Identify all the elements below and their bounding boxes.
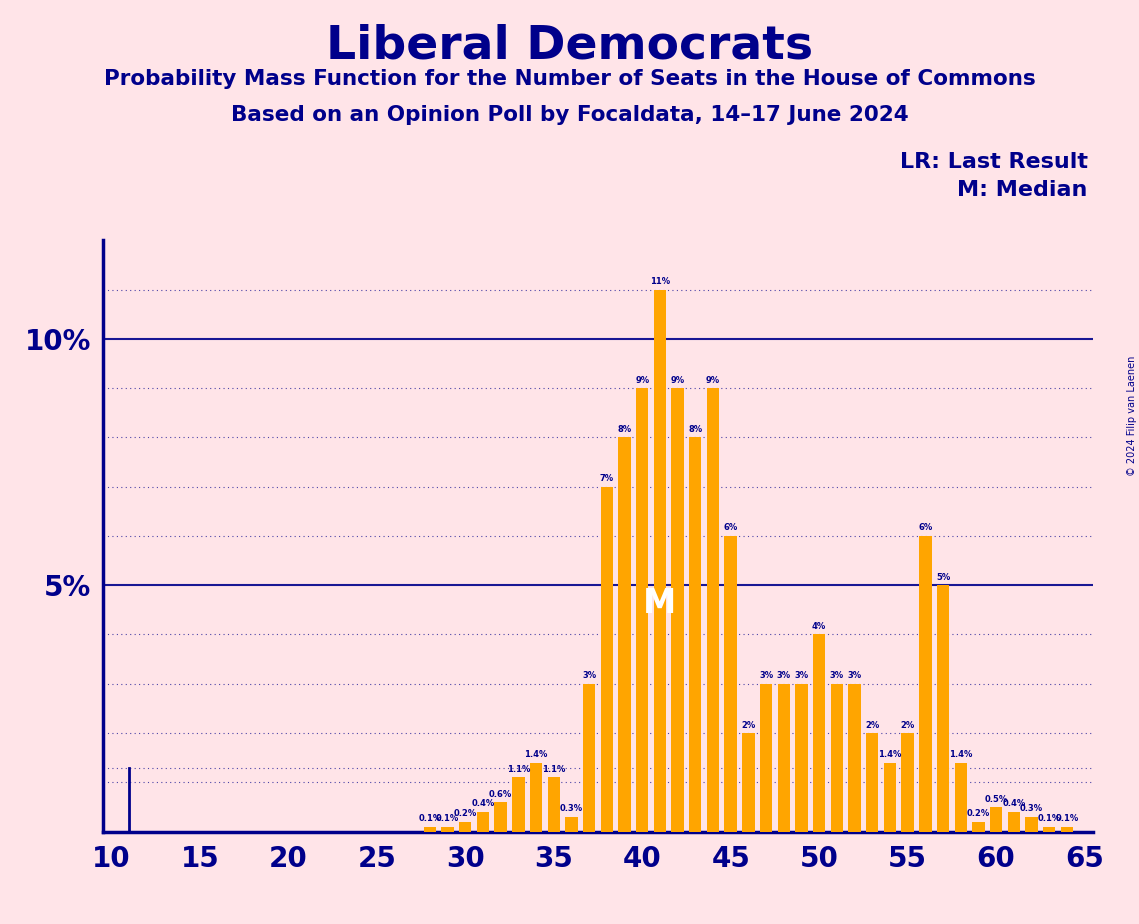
Bar	[477, 812, 489, 832]
Bar	[830, 684, 843, 832]
Text: 3%: 3%	[582, 672, 596, 680]
Text: 3%: 3%	[759, 672, 773, 680]
Text: 0.1%: 0.1%	[1055, 814, 1079, 823]
Text: 3%: 3%	[830, 672, 844, 680]
Bar	[724, 536, 737, 832]
Text: 2%: 2%	[866, 721, 879, 730]
Bar	[901, 733, 913, 832]
Text: 0.5%: 0.5%	[984, 795, 1008, 804]
Text: © 2024 Filip van Laenen: © 2024 Filip van Laenen	[1126, 356, 1137, 476]
Text: 4%: 4%	[812, 622, 826, 631]
Text: 1.1%: 1.1%	[507, 765, 530, 774]
Bar	[636, 388, 648, 832]
Text: 11%: 11%	[650, 277, 670, 286]
Bar	[919, 536, 932, 832]
Bar	[530, 762, 542, 832]
Text: 3%: 3%	[794, 672, 809, 680]
Text: 1.4%: 1.4%	[949, 750, 973, 760]
Text: 7%: 7%	[600, 474, 614, 483]
Bar	[583, 684, 596, 832]
Bar	[937, 585, 949, 832]
Bar	[654, 289, 666, 832]
Bar	[954, 762, 967, 832]
Text: 6%: 6%	[918, 524, 933, 532]
Text: 8%: 8%	[688, 425, 703, 434]
Bar	[442, 827, 453, 832]
Text: 5%: 5%	[936, 573, 950, 582]
Bar	[1043, 827, 1056, 832]
Bar	[1025, 817, 1038, 832]
Bar	[813, 635, 826, 832]
Bar	[795, 684, 808, 832]
Bar	[707, 388, 719, 832]
Text: 1.1%: 1.1%	[542, 765, 565, 774]
Text: M: Median: M: Median	[958, 180, 1088, 201]
Bar	[778, 684, 790, 832]
Text: 0.1%: 0.1%	[436, 814, 459, 823]
Text: 0.2%: 0.2%	[453, 809, 477, 819]
Text: 2%: 2%	[741, 721, 755, 730]
Bar	[1008, 812, 1021, 832]
Bar	[866, 733, 878, 832]
Bar	[760, 684, 772, 832]
Text: 0.1%: 0.1%	[1038, 814, 1060, 823]
Text: 8%: 8%	[617, 425, 632, 434]
Bar	[513, 777, 525, 832]
Text: 0.3%: 0.3%	[560, 805, 583, 813]
Bar	[849, 684, 861, 832]
Bar	[618, 437, 631, 832]
Text: 0.3%: 0.3%	[1019, 805, 1043, 813]
Bar	[884, 762, 896, 832]
Text: 0.1%: 0.1%	[418, 814, 442, 823]
Bar	[743, 733, 754, 832]
Text: 0.6%: 0.6%	[489, 790, 513, 798]
Bar	[494, 802, 507, 832]
Text: 0.4%: 0.4%	[1002, 799, 1025, 808]
Bar	[424, 827, 436, 832]
Text: Liberal Democrats: Liberal Democrats	[326, 23, 813, 68]
Bar	[671, 388, 683, 832]
Text: M: M	[644, 588, 677, 620]
Text: 1.4%: 1.4%	[878, 750, 902, 760]
Bar	[689, 437, 702, 832]
Bar	[459, 821, 472, 832]
Bar	[600, 487, 613, 832]
Bar	[973, 821, 984, 832]
Text: 3%: 3%	[847, 672, 861, 680]
Text: 9%: 9%	[671, 376, 685, 384]
Text: 0.2%: 0.2%	[967, 809, 990, 819]
Text: 0.4%: 0.4%	[472, 799, 494, 808]
Text: LR: Last Result: LR: Last Result	[900, 152, 1088, 173]
Text: 2%: 2%	[901, 721, 915, 730]
Bar	[548, 777, 560, 832]
Text: 9%: 9%	[636, 376, 649, 384]
Text: Probability Mass Function for the Number of Seats in the House of Commons: Probability Mass Function for the Number…	[104, 69, 1035, 90]
Bar	[565, 817, 577, 832]
Text: 3%: 3%	[777, 672, 790, 680]
Text: 1.4%: 1.4%	[524, 750, 548, 760]
Bar	[1060, 827, 1073, 832]
Bar	[990, 807, 1002, 832]
Text: Based on an Opinion Poll by Focaldata, 14–17 June 2024: Based on an Opinion Poll by Focaldata, 1…	[231, 105, 908, 126]
Text: 9%: 9%	[706, 376, 720, 384]
Text: 6%: 6%	[723, 524, 738, 532]
